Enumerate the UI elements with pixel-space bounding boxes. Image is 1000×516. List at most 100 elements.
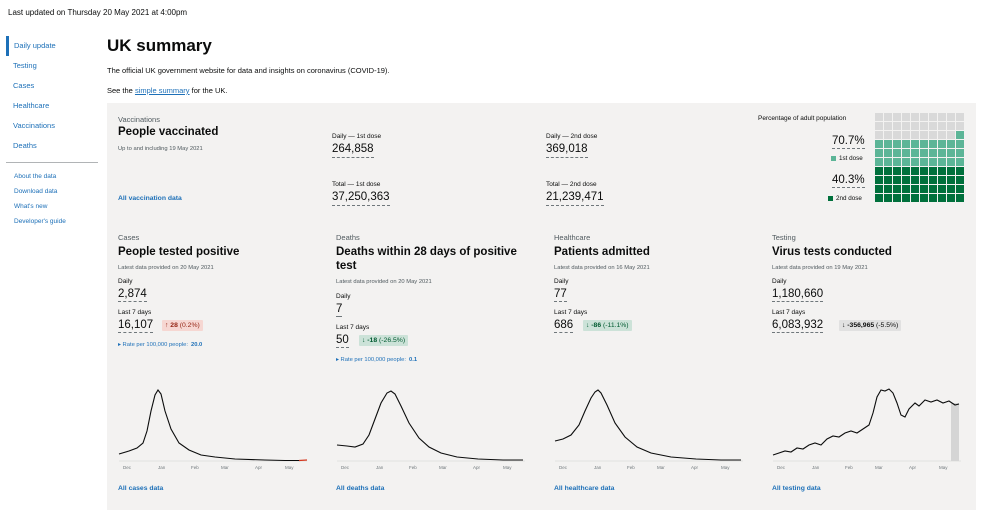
waffle-cell [947,167,955,175]
waffle-cell [929,176,937,184]
waffle-cell [893,176,901,184]
waffle-cell [893,158,901,166]
cases-x-axis-ticks: Dec Jan Feb Mar Apr May [123,465,294,470]
x-tick: Jan [158,465,166,470]
healthcare-last7-value[interactable]: 686 [554,319,574,333]
cases-last7-value[interactable]: 16,107 [118,319,154,333]
cases-daily-label: Daily [118,278,133,285]
arrow-down-icon: ↓ [842,322,846,329]
waffle-cell [947,122,955,130]
waffle-cell [947,176,955,184]
waffle-cell [956,140,964,148]
deaths-title: Deaths within 28 days of positive test [336,246,517,272]
sidebar-item-deaths[interactable]: Deaths [13,141,37,150]
all-deaths-data-link[interactable]: All deaths data [336,485,385,492]
deaths-daily-value[interactable]: 7 [336,303,343,317]
waffle-cell [920,131,928,139]
waffle-cell [902,122,910,130]
all-vaccination-data-link[interactable]: All vaccination data [118,195,182,202]
waffle-cell [875,131,883,139]
waffle-cell [875,113,883,121]
x-tick: Jan [812,465,820,470]
deaths-rate-label: Rate per 100,000 people: [340,357,406,363]
healthcare-change-value: -86 [591,322,602,329]
healthcare-trend-chart: Dec Jan Feb Mar Apr May [554,389,743,470]
waffle-cell [884,167,892,175]
waffle-cell [956,194,964,202]
waffle-cell [938,176,946,184]
waffle-cell [884,140,892,148]
deaths-last7-label: Last 7 days [336,324,370,331]
sidebar-item-vaccinations[interactable]: Vaccinations [13,121,55,130]
waffle-cell [911,149,919,157]
total-first-dose-label: Total — 1st dose [332,181,381,188]
waffle-cell [893,113,901,121]
waffle-cell [938,158,946,166]
sidebar-item-whats-new[interactable]: What's new [14,203,48,210]
daily-first-dose-value[interactable]: 264,858 [332,143,374,158]
waffle-cell [938,140,946,148]
waffle-cell [956,167,964,175]
x-tick: Apr [255,465,263,470]
waffle-cell [938,194,946,202]
testing-card: Testing Virus tests conducted Latest dat… [761,218,976,510]
healthcare-daily-label: Daily [554,278,569,285]
x-tick: Apr [691,465,699,470]
healthcare-daily-value[interactable]: 77 [554,288,567,302]
vaccinations-title: People vaccinated [118,126,219,138]
sidebar-item-testing[interactable]: Testing [13,61,37,70]
sidebar-item-about-data[interactable]: About the data [14,173,57,180]
deaths-rate-toggle[interactable]: ▸ Rate per 100,000 people: 0.1 [336,357,417,363]
sidebar-item-developers-guide[interactable]: Developer's guide [14,218,66,225]
all-healthcare-data-link[interactable]: All healthcare data [554,485,615,492]
sidebar-item-download-data[interactable]: Download data [14,188,58,195]
cases-title: People tested positive [118,246,240,258]
sidebar-item-daily-update[interactable]: Daily update [6,36,100,56]
deaths-x-axis-ticks: Dec Jan Feb Mar Apr May [341,465,512,470]
simple-summary-link[interactable]: simple summary [134,86,190,95]
waffle-cell [893,185,901,193]
waffle-cell [938,113,946,121]
cases-card: Cases People tested positive Latest data… [107,218,319,510]
sidebar-item-cases[interactable]: Cases [13,81,35,90]
healthcare-category: Healthcare [554,233,591,242]
x-tick: Feb [627,465,635,470]
total-first-dose-value[interactable]: 37,250,363 [332,191,390,206]
cases-trend-chart: Dec Jan Feb Mar Apr May [118,389,308,470]
waffle-cell [893,149,901,157]
testing-last7-value[interactable]: 6,083,932 [772,319,824,333]
second-dose-percentage[interactable]: 40.3% [832,174,865,188]
x-tick: May [503,465,512,470]
cases-daily-value[interactable]: 2,874 [118,288,147,302]
sidebar-divider [6,162,98,163]
all-cases-data-link[interactable]: All cases data [118,485,164,492]
first-dose-legend: 1st dose [831,155,863,162]
testing-daily-value[interactable]: 1,180,660 [772,288,824,302]
x-tick: Mar [657,465,665,470]
x-tick: Feb [191,465,199,470]
waffle-cell [884,194,892,202]
waffle-cell [902,176,910,184]
x-tick: Feb [409,465,417,470]
daily-second-dose-value[interactable]: 369,018 [546,143,588,158]
total-second-dose-value[interactable]: 21,239,471 [546,191,604,206]
sidebar-item-healthcare[interactable]: Healthcare [13,101,50,110]
waffle-cell [956,113,964,121]
waffle-cell [902,140,910,148]
sidebar-nav: Daily update Testing Cases Healthcare Va… [6,36,100,229]
healthcare-card: Healthcare Patients admitted Latest data… [543,218,755,510]
waffle-cell [875,122,883,130]
waffle-cell [920,140,928,148]
deaths-last7-value[interactable]: 50 [336,334,349,348]
deaths-change-badge: ↓ -18 (-26.5%) [359,335,409,346]
first-dose-percentage[interactable]: 70.7% [832,135,865,149]
healthcare-change-pct: (-11.1%) [603,322,629,329]
testing-change-badge: ↓ -356,965 (-5.5%) [839,320,902,331]
all-testing-data-link[interactable]: All testing data [772,485,821,492]
see-suffix: for the UK. [189,86,228,95]
waffle-cell [947,149,955,157]
waffle-cell [920,167,928,175]
cases-rate-toggle[interactable]: ▸ Rate per 100,000 people: 20.0 [118,342,202,348]
vaccinations-category: Vaccinations [118,115,160,124]
waffle-cell [875,140,883,148]
